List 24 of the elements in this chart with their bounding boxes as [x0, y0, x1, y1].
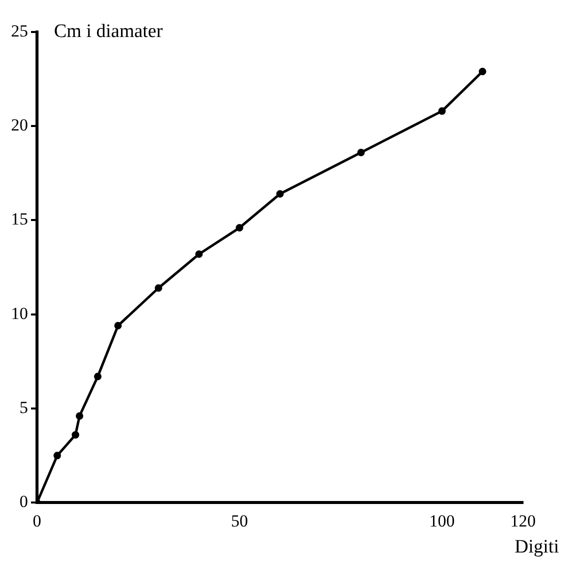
point [54, 452, 61, 460]
point [154, 284, 162, 292]
y-tick-label: 25 [11, 21, 28, 40]
point [114, 322, 122, 330]
point [236, 224, 244, 232]
x-axis-title: Digiti [514, 536, 559, 558]
point [94, 372, 102, 380]
x-tick-label: 100 [429, 511, 455, 530]
y-tick-label: 10 [11, 304, 28, 323]
point [276, 190, 284, 198]
x-tick-label: 120 [510, 511, 536, 530]
point [76, 412, 84, 420]
x-tick-label: 0 [32, 511, 42, 530]
y-tick-label: 20 [11, 116, 28, 135]
y-axis-title: Cm i diamater [54, 20, 164, 42]
point [438, 107, 446, 115]
point [72, 431, 80, 439]
point [478, 68, 486, 76]
y-tick-label: 15 [11, 210, 28, 229]
y-tick-label: 5 [20, 398, 28, 417]
point [195, 250, 203, 258]
point [357, 148, 365, 156]
y-tick-label: 0 [20, 492, 28, 512]
x-tick-label: 50 [231, 511, 248, 530]
